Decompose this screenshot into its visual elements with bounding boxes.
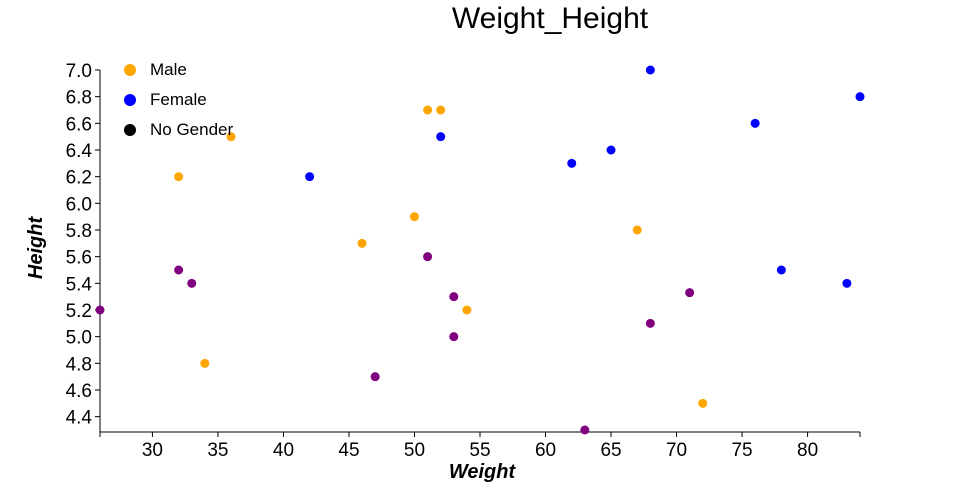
legend-marker: [124, 64, 136, 76]
y-tick-label: 5.2: [66, 301, 92, 322]
x-tick-label: 65: [600, 440, 621, 461]
y-tick-label: 5.0: [66, 328, 92, 349]
point-female: [436, 132, 446, 142]
y-tick-label: 4.6: [66, 381, 92, 402]
point-male: [698, 398, 708, 408]
legend: Male Female No Gender: [124, 60, 233, 139]
point-female: [842, 278, 852, 288]
x-tick-label: 70: [666, 440, 687, 461]
point-female: [750, 118, 760, 128]
point-no-gender: [449, 332, 459, 342]
x-tick-label: 60: [535, 440, 556, 461]
point-female: [645, 65, 655, 75]
y-tick-label: 7.0: [66, 61, 92, 82]
legend-label: Female: [150, 90, 207, 109]
point-no-gender: [95, 305, 105, 315]
legend-marker: [124, 124, 136, 136]
x-tick-label: 75: [731, 440, 752, 461]
axes: 30 35 40 45 50 55 60 65 70 75 80 4.4 4.6 4.8 5.0 5.2 5.4…: [66, 61, 861, 461]
y-tick-label: 6.2: [66, 168, 92, 189]
legend-label: Male: [150, 60, 187, 79]
point-male: [226, 132, 236, 142]
x-tick-label: 30: [142, 440, 163, 461]
x-tick-label: 40: [273, 440, 294, 461]
point-female: [776, 265, 786, 275]
point-no-gender: [580, 425, 590, 435]
data-points: [95, 65, 865, 435]
y-tick-label: 6.8: [66, 88, 92, 109]
x-axis-title: Weight: [449, 461, 517, 483]
point-female: [305, 172, 315, 182]
point-female: [567, 158, 577, 168]
point-no-gender: [685, 288, 695, 298]
point-male: [462, 305, 472, 315]
x-tick-label: 80: [797, 440, 818, 461]
x-tick-label: 45: [338, 440, 359, 461]
x-tick-label: 35: [207, 440, 228, 461]
y-tick-label: 5.4: [66, 274, 93, 295]
point-no-gender: [645, 318, 655, 328]
point-male: [357, 238, 367, 248]
point-no-gender: [174, 265, 184, 275]
point-male: [632, 225, 642, 235]
y-tick-label: 4.8: [66, 354, 92, 375]
y-axis-title: Height: [25, 216, 47, 280]
y-tick-label: 6.6: [66, 114, 92, 135]
y-tick-label: 5.6: [66, 248, 92, 269]
point-female: [855, 92, 865, 102]
y-tick-label: 4.4: [66, 408, 93, 429]
chart-title: Weight_Height: [452, 2, 649, 35]
x-tick-label: 50: [404, 440, 425, 461]
point-no-gender: [423, 252, 433, 262]
point-male: [423, 105, 433, 115]
point-male: [409, 212, 419, 222]
point-no-gender: [370, 372, 380, 382]
point-female: [606, 145, 616, 155]
point-male: [436, 105, 446, 115]
y-tick-label: 6.4: [66, 141, 93, 162]
x-tick-label: 55: [469, 440, 490, 461]
legend-label: No Gender: [150, 120, 233, 139]
point-no-gender: [449, 292, 459, 302]
y-tick-label: 5.8: [66, 221, 92, 242]
point-male: [200, 358, 210, 368]
point-no-gender: [187, 278, 197, 288]
legend-marker: [124, 94, 136, 106]
point-male: [174, 172, 184, 182]
y-tick-label: 6.0: [66, 194, 92, 215]
